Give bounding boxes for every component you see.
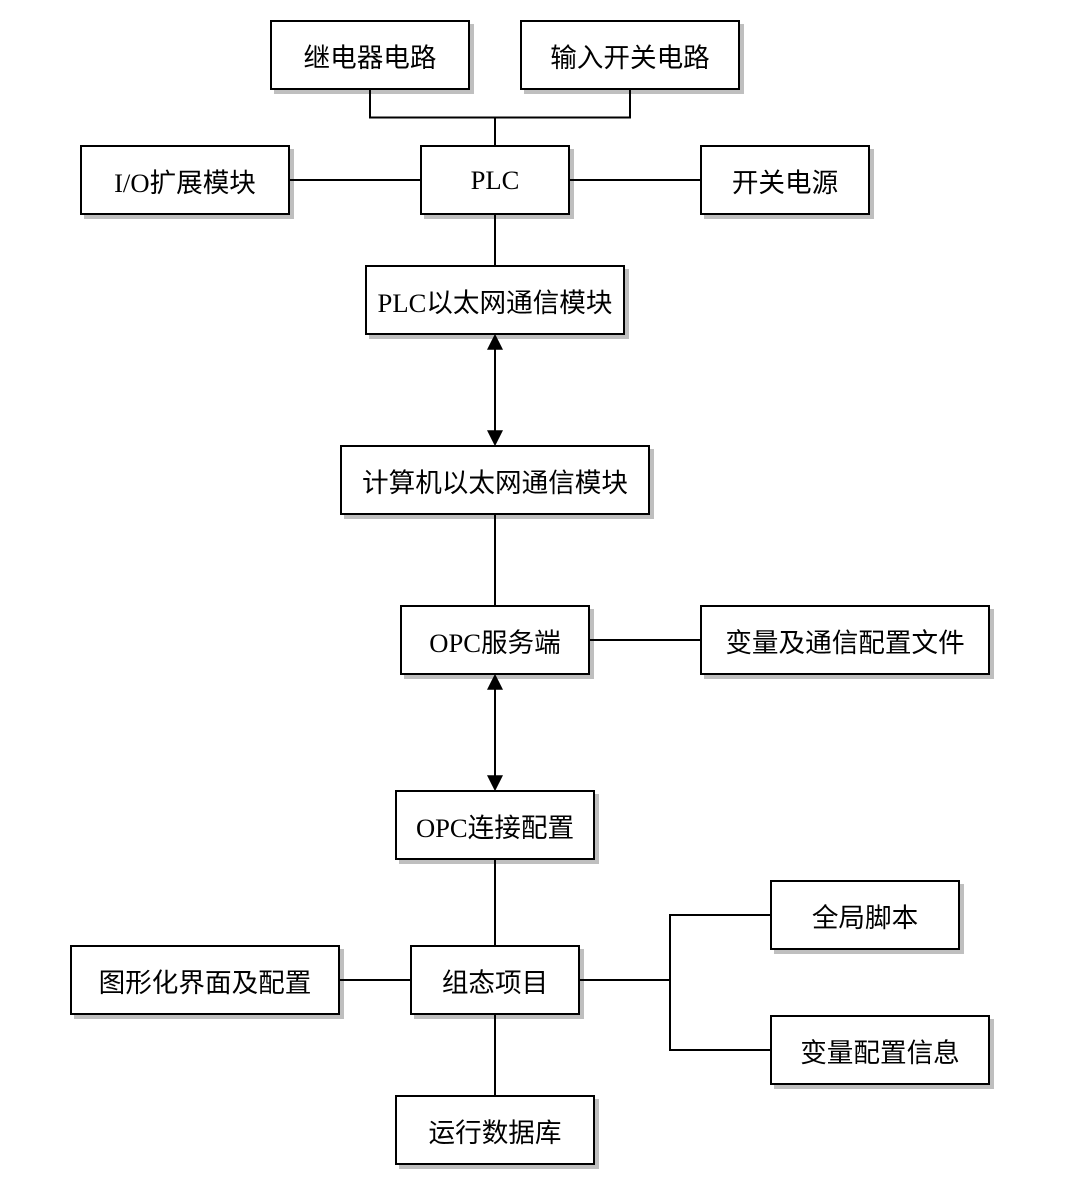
node-runtime_db: 运行数据库 — [395, 1095, 595, 1165]
node-label: 继电器电路 — [304, 36, 437, 75]
node-plc_eth: PLC以太网通信模块 — [365, 265, 625, 335]
node-io_ext: I/O扩展模块 — [80, 145, 290, 215]
node-label: 开关电源 — [732, 161, 838, 200]
node-pc_eth: 计算机以太网通信模块 — [340, 445, 650, 515]
node-label: 组态项目 — [442, 961, 548, 1000]
node-label: 变量及通信配置文件 — [725, 621, 964, 660]
node-var_comm: 变量及通信配置文件 — [700, 605, 990, 675]
node-label: I/O扩展模块 — [114, 161, 256, 200]
node-label: 运行数据库 — [429, 1111, 562, 1150]
node-input_sw: 输入开关电路 — [520, 20, 740, 90]
node-label: PLC — [471, 165, 520, 196]
node-plc: PLC — [420, 145, 570, 215]
node-gui_cfg: 图形化界面及配置 — [70, 945, 340, 1015]
node-label: 图形化界面及配置 — [99, 961, 312, 1000]
node-glob_script: 全局脚本 — [770, 880, 960, 950]
node-label: OPC连接配置 — [416, 806, 574, 845]
node-var_cfg: 变量配置信息 — [770, 1015, 990, 1085]
node-config_proj: 组态项目 — [410, 945, 580, 1015]
flowchart-diagram: 继电器电路 输入开关电路 I/O扩展模块 PLC 开关电源 PLC以太网通信模块计算机以太… — [0, 0, 1079, 1198]
node-opc_srv: OPC服务端 — [400, 605, 590, 675]
node-label: PLC以太网通信模块 — [378, 281, 613, 320]
node-label: 变量配置信息 — [800, 1031, 960, 1070]
node-label: 输入开关电路 — [550, 36, 710, 75]
node-label: OPC服务端 — [429, 621, 561, 660]
node-relay: 继电器电路 — [270, 20, 470, 90]
node-label: 全局脚本 — [812, 896, 918, 935]
node-opc_conn: OPC连接配置 — [395, 790, 595, 860]
node-psu: 开关电源 — [700, 145, 870, 215]
node-label: 计算机以太网通信模块 — [362, 461, 628, 500]
